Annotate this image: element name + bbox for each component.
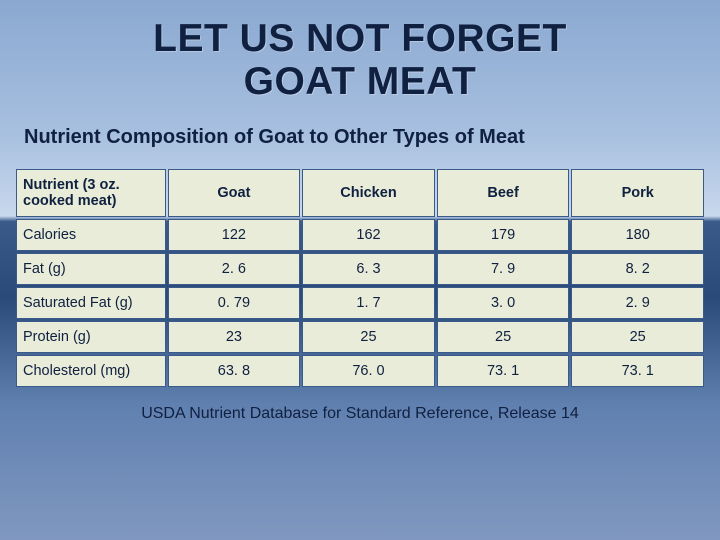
cell: 73. 1: [437, 355, 570, 387]
cell: 1. 7: [302, 287, 435, 319]
col-header-pork: Pork: [571, 169, 704, 217]
title-line-1: LET US NOT FORGET: [153, 17, 567, 60]
slide: LET US NOT FORGET GOAT MEAT Nutrient Com…: [0, 0, 720, 540]
table-row: Cholesterol (mg) 63. 8 76. 0 73. 1 73. 1: [16, 355, 704, 387]
cell: 180: [571, 219, 704, 251]
col-header-goat: Goat: [168, 169, 301, 217]
cell: 8. 2: [571, 253, 704, 285]
cell: 2. 6: [168, 253, 301, 285]
cell: 76. 0: [302, 355, 435, 387]
table-row: Fat (g) 2. 6 6. 3 7. 9 8. 2: [16, 253, 704, 285]
cell: 73. 1: [571, 355, 704, 387]
cell: 122: [168, 219, 301, 251]
cell: 63. 8: [168, 355, 301, 387]
cell: 2. 9: [571, 287, 704, 319]
row-label: Saturated Fat (g): [16, 287, 166, 319]
table-row: Calories 122 162 179 180: [16, 219, 704, 251]
table-header-row: Nutrient (3 oz. cooked meat) Goat Chicke…: [16, 169, 704, 217]
slide-subtitle: Nutrient Composition of Goat to Other Ty…: [24, 126, 696, 149]
table-body: Calories 122 162 179 180 Fat (g) 2. 6 6.…: [16, 219, 704, 387]
row-label: Fat (g): [16, 253, 166, 285]
cell: 25: [437, 321, 570, 353]
row-label: Cholesterol (mg): [16, 355, 166, 387]
cell: 0. 79: [168, 287, 301, 319]
cell: 7. 9: [437, 253, 570, 285]
row-label: Protein (g): [16, 321, 166, 353]
table-row: Protein (g) 23 25 25 25: [16, 321, 704, 353]
cell: 179: [437, 219, 570, 251]
title-line-2: GOAT MEAT: [244, 60, 477, 103]
col-header-nutrient: Nutrient (3 oz. cooked meat): [16, 169, 166, 217]
col-header-chicken: Chicken: [302, 169, 435, 217]
source-text: USDA Nutrient Database for Standard Refe…: [14, 405, 706, 423]
cell: 3. 0: [437, 287, 570, 319]
cell: 6. 3: [302, 253, 435, 285]
cell: 23: [168, 321, 301, 353]
table-row: Saturated Fat (g) 0. 79 1. 7 3. 0 2. 9: [16, 287, 704, 319]
col-header-beef: Beef: [437, 169, 570, 217]
row-label: Calories: [16, 219, 166, 251]
nutrient-table: Nutrient (3 oz. cooked meat) Goat Chicke…: [14, 167, 706, 389]
cell: 25: [571, 321, 704, 353]
slide-title: LET US NOT FORGET GOAT MEAT: [14, 18, 706, 104]
cell: 162: [302, 219, 435, 251]
cell: 25: [302, 321, 435, 353]
